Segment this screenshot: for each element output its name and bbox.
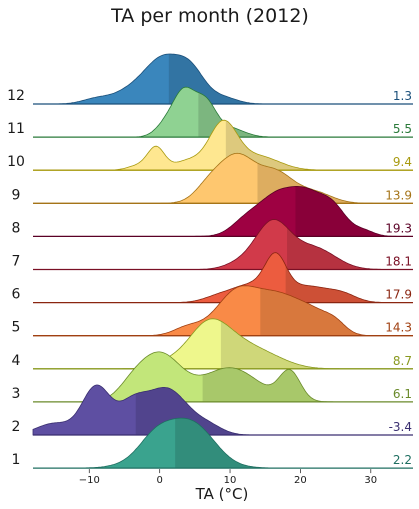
ridge-area-9 (33, 153, 413, 204)
month-label-10: 10 (7, 154, 25, 170)
month-label-2: 2 (12, 419, 21, 435)
ridge-area-7 (33, 219, 413, 270)
ridge-area-2 (33, 385, 413, 435)
mean-label-10: 9.4 (393, 155, 412, 169)
ridge-month-6: 6 17.9 (12, 252, 413, 304)
mean-label-6: 17.9 (385, 288, 412, 302)
x-tick-label-0: 0 (156, 475, 162, 486)
ridge-mean-shade-12 (168, 54, 413, 104)
mean-label-4: 8.7 (393, 354, 412, 368)
x-tick-label-10: 10 (224, 475, 237, 486)
x-axis: −10 0 10 20 30 (79, 469, 377, 486)
ridge-month-12: 12 1.3 (7, 53, 413, 105)
x-tick-label-20: 20 (294, 475, 307, 486)
mean-label-7: 18.1 (385, 255, 412, 269)
ridge-area-1 (33, 418, 413, 469)
mean-label-11: 5.5 (393, 122, 412, 136)
chart-title: TA per month (2012) (110, 5, 309, 27)
ridge-area-4 (33, 318, 413, 369)
ridge-area-10 (33, 120, 413, 171)
ridges-group: 12 1.311 5.510 9.49 13.98 19.37 18.16 17.95 14.3… (7, 53, 413, 469)
ridge-month-4: 4 8.7 (12, 318, 413, 370)
month-label-7: 7 (12, 254, 21, 270)
month-label-3: 3 (12, 386, 21, 402)
ridge-area-12 (33, 54, 413, 104)
month-label-12: 12 (7, 88, 25, 104)
mean-label-12: 1.3 (393, 89, 412, 103)
month-label-6: 6 (12, 287, 21, 303)
ridge-area-3 (33, 351, 413, 402)
month-label-11: 11 (7, 121, 25, 137)
x-tick-label-30: 30 (364, 475, 377, 486)
mean-label-5: 14.3 (385, 321, 412, 335)
ridge-area-6 (33, 252, 413, 303)
month-label-4: 4 (12, 353, 21, 369)
mean-label-9: 13.9 (385, 188, 412, 202)
month-label-8: 8 (12, 220, 21, 236)
mean-label-1: 2.2 (393, 453, 412, 467)
x-axis-label: TA (°C) (195, 485, 249, 503)
month-label-5: 5 (12, 320, 21, 336)
ridge-area-5 (33, 285, 413, 336)
x-tick-label--10: −10 (79, 475, 100, 486)
ridge-area-8 (33, 186, 413, 237)
month-label-1: 1 (12, 452, 21, 468)
month-label-9: 9 (12, 187, 21, 203)
mean-label-2: -3.4 (389, 420, 412, 434)
mean-label-8: 19.3 (385, 221, 412, 235)
mean-label-3: 6.1 (393, 387, 412, 401)
